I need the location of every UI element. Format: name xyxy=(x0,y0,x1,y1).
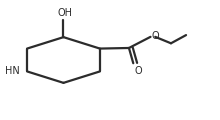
Text: O: O xyxy=(134,66,142,76)
Text: OH: OH xyxy=(57,8,72,18)
Text: O: O xyxy=(152,31,159,41)
Text: HN: HN xyxy=(5,66,20,76)
